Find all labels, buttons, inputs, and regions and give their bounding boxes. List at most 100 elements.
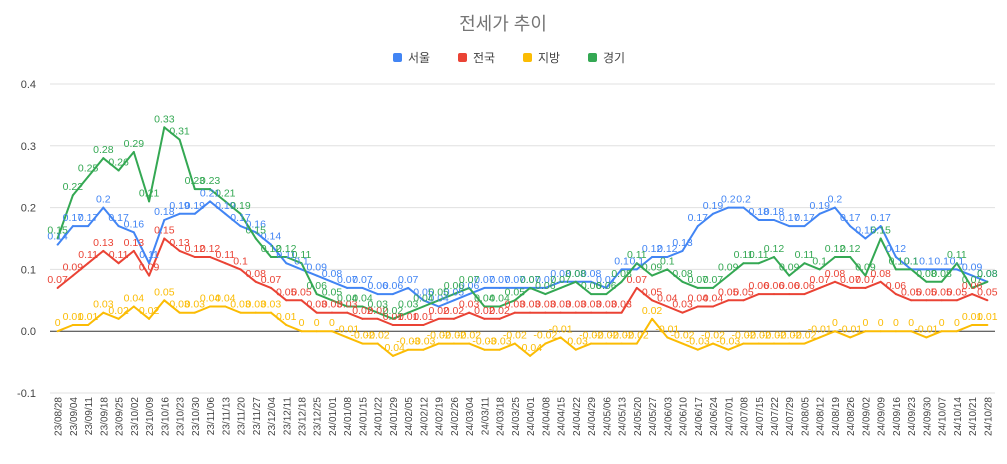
data-label: 0.17 bbox=[688, 212, 709, 224]
data-point bbox=[574, 280, 577, 283]
data-label: 0.17 bbox=[779, 212, 800, 224]
data-point bbox=[315, 293, 318, 296]
x-tick-label: 24/08/12 bbox=[816, 397, 827, 436]
data-point bbox=[163, 237, 166, 240]
data-point bbox=[925, 336, 928, 339]
data-label: 0.05 bbox=[444, 286, 465, 298]
legend-item: 전국 bbox=[458, 51, 495, 65]
data-label: 0.01 bbox=[962, 311, 983, 323]
data-label: 0.28 bbox=[93, 144, 114, 156]
data-label: 0.04 bbox=[688, 292, 709, 304]
data-point bbox=[361, 305, 364, 308]
data-label: 0.06 bbox=[535, 280, 556, 292]
x-tick-label: 24/09/16 bbox=[892, 397, 903, 436]
data-label: 0.04 bbox=[703, 292, 724, 304]
legend-item: 지방 bbox=[523, 51, 560, 65]
y-axis: 0.4 0.3 0.2 0.1 0.0 -0.1 bbox=[17, 79, 36, 400]
data-point bbox=[315, 311, 318, 314]
data-point bbox=[483, 286, 486, 289]
data-label: 0.05 bbox=[428, 286, 449, 298]
data-label: 0.23 bbox=[200, 175, 221, 187]
data-label: 0.03 bbox=[93, 299, 114, 311]
data-point bbox=[803, 293, 806, 296]
x-tick-label: 23/12/11 bbox=[282, 397, 293, 436]
data-point bbox=[285, 256, 288, 259]
data-label: 0.09 bbox=[307, 262, 328, 274]
y-tick-label: 0.2 bbox=[21, 203, 36, 215]
data-label: 0.06 bbox=[307, 280, 328, 292]
data-label: 0.12 bbox=[886, 243, 907, 255]
x-tick-label: 24/10/21 bbox=[968, 397, 979, 436]
data-label: 0.07 bbox=[337, 274, 358, 286]
data-point bbox=[894, 330, 897, 333]
data-point bbox=[864, 330, 867, 333]
x-tick-label: 23/10/09 bbox=[145, 397, 156, 436]
data-point bbox=[56, 286, 59, 289]
x-tick-label: 24/09/09 bbox=[877, 397, 888, 436]
data-label: 0.14 bbox=[47, 231, 68, 243]
data-label: 0.12 bbox=[642, 243, 663, 255]
data-point bbox=[635, 268, 638, 271]
data-point bbox=[864, 237, 867, 240]
data-point bbox=[574, 348, 577, 351]
data-point bbox=[559, 280, 562, 283]
data-point bbox=[300, 262, 303, 265]
x-tick-label: 24/02/19 bbox=[435, 397, 446, 436]
x-tick-label: 24/04/08 bbox=[541, 397, 552, 436]
data-label: -0.02 bbox=[625, 330, 649, 342]
data-label: 0.05 bbox=[291, 286, 312, 298]
data-label: 0.12 bbox=[185, 243, 206, 255]
data-label: 0 bbox=[299, 317, 305, 329]
data-point bbox=[849, 286, 852, 289]
data-point bbox=[925, 280, 928, 283]
data-point bbox=[87, 262, 90, 265]
data-point bbox=[132, 249, 135, 252]
data-label: 0.01 bbox=[977, 311, 998, 323]
data-label: 0.02 bbox=[642, 305, 663, 317]
data-point bbox=[468, 311, 471, 314]
data-label: -0.02 bbox=[777, 330, 801, 342]
data-point bbox=[452, 293, 455, 296]
x-tick-label: 24/07/08 bbox=[740, 397, 751, 436]
data-point bbox=[940, 268, 943, 271]
data-point bbox=[651, 299, 654, 302]
data-point bbox=[270, 311, 273, 314]
data-label: -0.04 bbox=[518, 342, 542, 354]
data-point bbox=[254, 237, 257, 240]
data-point bbox=[986, 280, 989, 283]
data-point bbox=[651, 317, 654, 320]
data-point bbox=[971, 293, 974, 296]
x-tick-label: 24/02/26 bbox=[450, 397, 461, 436]
data-point bbox=[849, 336, 852, 339]
data-label: 0.03 bbox=[230, 299, 251, 311]
data-label: 0.01 bbox=[63, 311, 84, 323]
data-label: 0.01 bbox=[383, 311, 404, 323]
data-label: 0.12 bbox=[261, 243, 282, 255]
data-label: 0.02 bbox=[489, 305, 510, 317]
data-point bbox=[894, 256, 897, 259]
data-label: 0.08 bbox=[870, 268, 891, 280]
data-point bbox=[513, 342, 516, 345]
data-point bbox=[422, 348, 425, 351]
data-point bbox=[178, 212, 181, 215]
data-point bbox=[818, 268, 821, 271]
data-point bbox=[696, 225, 699, 228]
x-tick-label: 24/02/12 bbox=[419, 397, 430, 436]
data-label: 0.12 bbox=[825, 243, 846, 255]
data-label: 0 bbox=[893, 317, 899, 329]
data-label: 0.11 bbox=[292, 249, 312, 261]
data-point bbox=[498, 348, 501, 351]
data-point bbox=[407, 286, 410, 289]
data-label: 0.05 bbox=[322, 286, 343, 298]
data-label: 0.19 bbox=[809, 200, 830, 212]
legend-swatch bbox=[588, 53, 597, 62]
data-point bbox=[483, 305, 486, 308]
data-label: 0.12 bbox=[276, 243, 297, 255]
x-tick-label: 24/06/03 bbox=[663, 397, 674, 436]
data-point bbox=[361, 317, 364, 320]
legend-label: 경기 bbox=[603, 51, 625, 65]
data-point bbox=[376, 293, 379, 296]
data-label: 0 bbox=[329, 317, 335, 329]
data-label: 0.08 bbox=[916, 268, 937, 280]
data-point bbox=[635, 342, 638, 345]
